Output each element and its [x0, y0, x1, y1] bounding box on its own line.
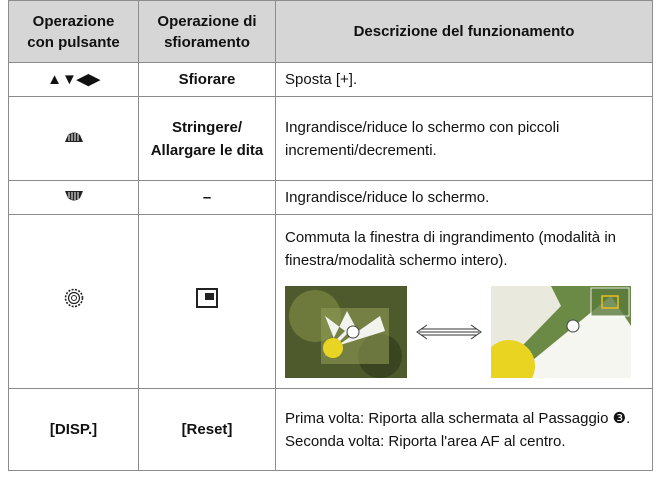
description: Sposta [+]. [285, 71, 358, 88]
touch-cell [138, 214, 276, 389]
fullscreen-mode-image [491, 285, 631, 378]
description: Ingrandisce/riduce lo schermo con piccol… [285, 118, 560, 159]
touch-cell: Stringere/ Allargare le dita [138, 96, 276, 181]
button-cell: ▲▼◀▶ [8, 62, 139, 97]
illustration [285, 285, 643, 378]
header-cell: Operazione di sfioramento [138, 0, 276, 63]
row: Stringere/ Allargare le dita Ingrandisce… [8, 96, 653, 181]
button-cell [8, 180, 139, 215]
dial-icon [64, 132, 83, 142]
control-dial-icon [64, 288, 83, 308]
touch-cell: [Reset] [138, 388, 276, 471]
description-cell: Prima volta: Riporta alla schermata al P… [275, 388, 653, 471]
touch-cell: – [138, 180, 276, 215]
description: Seconda volta: Riporta l'area AF al cent… [285, 432, 566, 450]
row: – Ingrandisce/riduce lo schermo. [8, 180, 653, 215]
header-row: Operazione con pulsante Operazione di sf… [8, 0, 653, 63]
description-cell: Sposta [+]. [275, 62, 653, 97]
description: Commuta la finestra di ingrandimento (mo… [285, 228, 616, 269]
function-table: Operazione con pulsante Operazione di sf… [8, 0, 653, 471]
description-cell: Ingrandisce/riduce lo schermo con piccol… [275, 96, 653, 181]
description-cell: Ingrandisce/riduce lo schermo. [275, 180, 653, 215]
description: Prima volta: Riporta alla schermata al P… [285, 409, 631, 427]
row: [DISP.] [Reset] Prima volta: Riporta all… [8, 388, 653, 471]
header-cell: Operazione con pulsante [8, 0, 139, 63]
window-icon [196, 288, 218, 308]
button-cell [8, 96, 139, 181]
row: ▲▼◀▶ Sfiorare Sposta [+]. [8, 62, 653, 97]
row: Commuta la finestra di ingrandimento (mo… [8, 214, 653, 389]
dial-icon [64, 191, 83, 201]
button-cell [8, 214, 139, 389]
header-cell: Descrizione del funzionamento [275, 0, 653, 63]
touch-cell: Sfiorare [138, 62, 276, 97]
double-arrow [416, 324, 482, 339]
button-cell: [DISP.] [8, 388, 139, 471]
description: Ingrandisce/riduce lo schermo. [285, 189, 490, 206]
window-mode-image [285, 285, 407, 378]
description-cell: Commuta la finestra di ingrandimento (mo… [275, 214, 653, 389]
